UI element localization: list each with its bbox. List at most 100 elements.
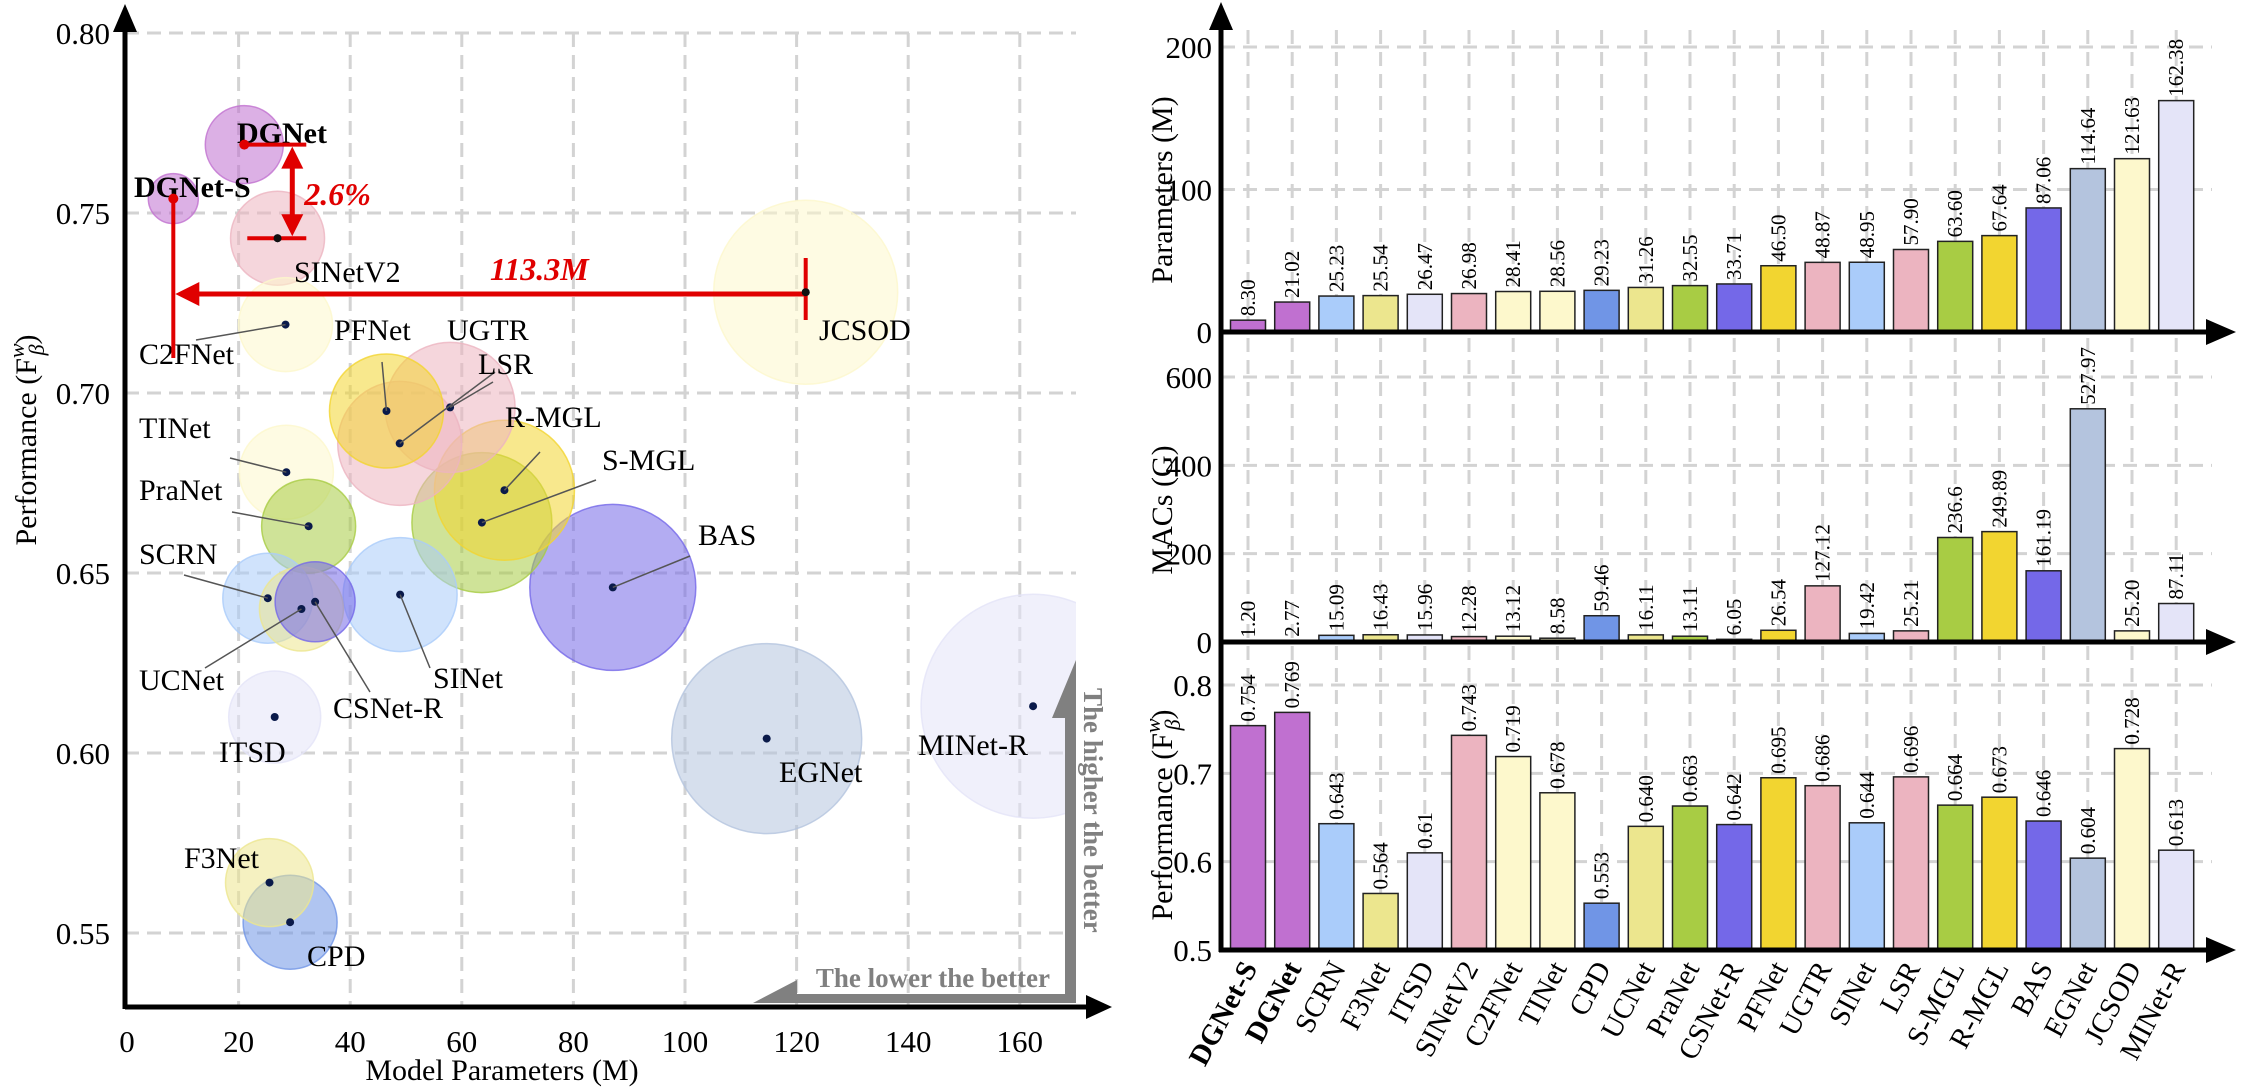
bar-value-label: 162.38 <box>2164 39 2188 97</box>
param-gap-label: 113.3M <box>490 251 590 287</box>
bar-value-label: 32.55 <box>1678 234 1702 281</box>
bar-scrn <box>1318 295 1355 333</box>
y-tick-label: 200 <box>1166 30 1213 65</box>
point-itsd <box>270 713 279 721</box>
leader-line <box>449 381 494 409</box>
bubble-label-s-mgl: S-MGL <box>602 444 695 477</box>
y-tick-label: 0.65 <box>56 556 110 591</box>
x-tick-label: 60 <box>446 1024 477 1059</box>
bubble-label-egnet: EGNet <box>779 756 863 789</box>
bar-egnet <box>2069 408 2107 643</box>
bar-value-label: 0.686 <box>1811 734 1835 781</box>
x-tick-label: 160 <box>997 1024 1044 1059</box>
bar-pranet <box>1671 284 1709 333</box>
bar-value-label: 46.50 <box>1766 214 1790 261</box>
x-tick-label: 100 <box>662 1024 709 1059</box>
x-tick-label: 140 <box>885 1024 932 1059</box>
bar-dgnet <box>1273 301 1311 333</box>
bar-sinet <box>1848 822 1886 951</box>
bar-value-label: 25.21 <box>1899 580 1923 627</box>
bar-s-mgl <box>1936 804 1974 951</box>
bar-value-label: 0.719 <box>1501 705 1525 752</box>
point-f3net <box>265 878 274 887</box>
y-tick-label: 0.55 <box>56 916 110 951</box>
bubble-label-r-mgl: R-MGL <box>505 401 602 434</box>
bar-pranet <box>1671 805 1709 951</box>
bar-value-label: 0.61 <box>1413 812 1437 849</box>
x-axis-arrow-icon <box>1086 995 1112 1019</box>
bubble-label-sinetv2: SINetV2 <box>294 256 401 289</box>
bar-value-label: 25.54 <box>1369 244 1393 292</box>
y-tick-label: 0.80 <box>56 16 110 51</box>
bar-tinet <box>1539 792 1576 951</box>
y-title-text: Performance (F <box>10 358 43 545</box>
bar-value-label: 0.754 <box>1236 674 1260 722</box>
bar-value-label: 87.06 <box>2032 157 2056 204</box>
bar-value-label: 127.12 <box>1811 524 1835 582</box>
leader-line <box>612 555 691 589</box>
bubble-label-tinet: TINet <box>139 412 211 445</box>
bar-value-label: 57.90 <box>1899 198 1923 245</box>
bar-pfnet <box>1760 264 1797 333</box>
bar-value-label: 0.644 <box>1855 771 1879 819</box>
bar-value-label: 33.71 <box>1722 233 1746 280</box>
bar-c2fnet <box>1494 290 1532 333</box>
bar-f3net <box>1362 892 1399 951</box>
bar-value-label: 87.11 <box>2164 553 2188 599</box>
bar-minet-r <box>2157 849 2195 951</box>
bar-value-label: 121.63 <box>2120 97 2144 155</box>
bar-r-mgl <box>1981 796 2018 951</box>
bar-bas <box>2025 207 2062 333</box>
bar-bas <box>2025 570 2062 643</box>
bar-value-label: 0.646 <box>2032 770 2056 817</box>
bubble-label-jcsod: JCSOD <box>819 314 911 347</box>
y-tick-label: 0.70 <box>56 376 110 411</box>
x-axis-arrow-icon <box>2206 937 2236 963</box>
bar-value-label: 19.42 <box>1855 582 1879 629</box>
bar-r-mgl <box>1981 234 2018 333</box>
bar-value-label: 25.23 <box>1324 245 1348 292</box>
leader-line <box>231 511 309 527</box>
point-sinetv2 <box>273 234 282 243</box>
bar-value-label: 0.642 <box>1722 773 1746 820</box>
perf-gain-label: 2.6% <box>303 176 371 212</box>
bar-value-label: 0.769 <box>1280 661 1304 708</box>
y-tick-label: 0.60 <box>56 736 110 771</box>
bar-cpd <box>1583 289 1620 333</box>
y-axis-title: Parameters (M) <box>1146 96 1179 283</box>
y-tick-label: 100 <box>1166 173 1213 208</box>
bubble-label-csnet-r: CSNet-R <box>333 692 443 725</box>
bar-value-label: 0.728 <box>2120 697 2144 744</box>
leader-line <box>503 451 541 491</box>
bar-ugtr <box>1804 784 1841 951</box>
bar-dgnet-s <box>1229 724 1267 951</box>
bar-value-label: 29.23 <box>1590 239 1614 286</box>
bar-itsd <box>1406 293 1444 333</box>
bar-value-label: 0.553 <box>1590 852 1614 899</box>
bar-value-label: 31.26 <box>1634 236 1658 283</box>
x-axis-arrow-icon <box>2206 629 2236 655</box>
bar-chart-parameters: 0 100 200 8.30 21.02 25.23 25.54 26.47 26.98 28.4… <box>1146 30 2236 350</box>
bar-sinetv2 <box>1450 734 1488 951</box>
y-title-sub: β <box>1160 719 1185 731</box>
bar-value-label: 8.30 <box>1236 279 1260 316</box>
bar-c2fnet <box>1494 755 1532 951</box>
leader-line <box>399 371 496 445</box>
y-axis-arrow-icon <box>113 4 137 32</box>
y-tick-label: 0 <box>1197 315 1213 350</box>
bar-value-label: 249.89 <box>1987 470 2011 528</box>
bubble-label-pranet: PraNet <box>139 474 223 507</box>
bar-value-label: 63.60 <box>1943 190 1967 237</box>
bar-dgnet <box>1273 711 1311 951</box>
leader-line <box>204 608 302 669</box>
y-tick-label: 0.6 <box>1173 845 1212 880</box>
dgnet-s-point <box>168 193 179 204</box>
bar-value-label: 28.56 <box>1545 240 1569 287</box>
bar-value-label: 12.28 <box>1457 585 1481 632</box>
bar-cpd <box>1583 902 1620 951</box>
x-tick-label: 80 <box>558 1024 589 1059</box>
bar-value-label: 0.678 <box>1545 742 1569 789</box>
y-title-end: ) <box>1146 709 1179 719</box>
bubble-label-dgnet-s: DGNet-S <box>134 171 251 204</box>
